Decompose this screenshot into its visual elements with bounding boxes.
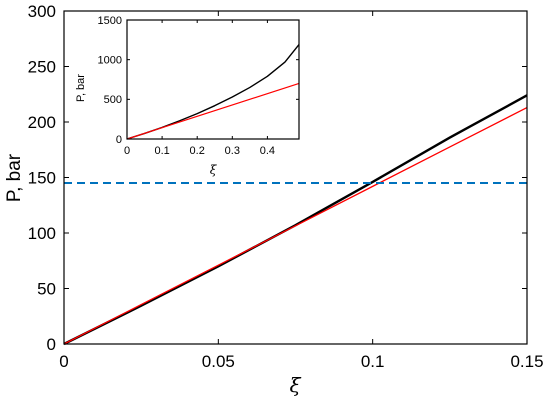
main-y-tick-label: 100 [28, 224, 56, 243]
inset-plot-group: 0 0.1 0.2 0.3 0.4 0 500 1000 1500 ξ P, bar [75, 15, 300, 177]
inset-plot-frame [126, 19, 300, 140]
inset-series-line-1 [126, 82, 300, 140]
main-y-tick-label: 250 [28, 57, 56, 76]
main-series-line-1 [63, 106, 528, 345]
main-x-tick-label: 0.1 [361, 352, 385, 371]
inset-x-axis-title: ξ [210, 163, 218, 177]
main-y-tick-label: 300 [28, 2, 56, 21]
inset-y-tick-label: 1000 [98, 55, 122, 67]
main-x-tick-label: 0.15 [510, 352, 543, 371]
main-y-axis-title: P, bar [4, 153, 25, 202]
inset-x-tick-label: 0.4 [260, 145, 275, 157]
inset-x-tick-label: 0 [124, 145, 130, 157]
main-x-tick-label: 0.05 [202, 352, 235, 371]
main-y-tick-label: 150 [28, 168, 56, 187]
inset-y-tick-label: 500 [104, 94, 122, 106]
inset-y-axis-title: P, bar [75, 74, 87, 102]
inset-y-tick-label: 0 [116, 134, 122, 146]
inset-plot-background [127, 20, 299, 139]
main-y-tick-label: 50 [37, 279, 56, 298]
main-x-axis-title: ξ [289, 373, 301, 397]
main-y-tick-label: 0 [47, 335, 56, 354]
inset-x-tick-label: 0.1 [154, 145, 169, 157]
inset-x-tick-label: 0.3 [225, 145, 240, 157]
main-x-tick-label: 0 [59, 352, 68, 371]
inset-x-tick-label: 0.2 [190, 145, 205, 157]
main-y-tick-label: 200 [28, 113, 56, 132]
inset-y-tick-label: 1500 [98, 15, 122, 27]
